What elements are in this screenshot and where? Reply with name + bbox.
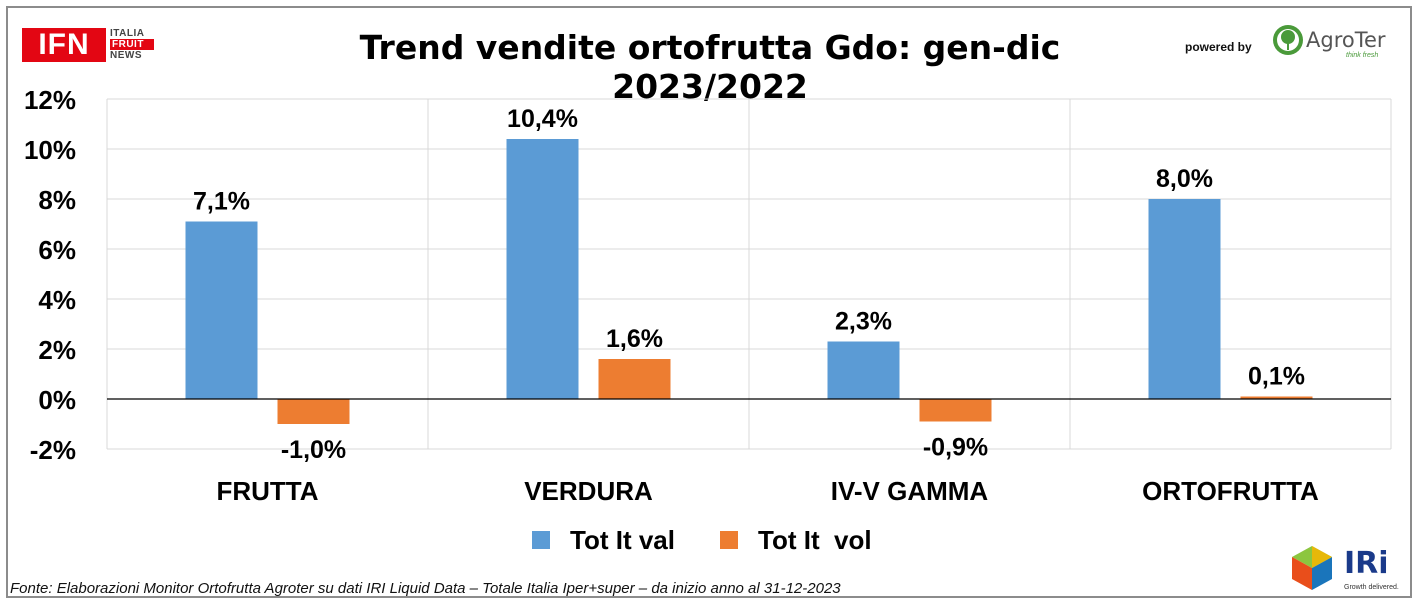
- legend-item-val: Tot It val: [532, 524, 675, 556]
- data-label-vol: -1,0%: [281, 436, 346, 464]
- data-label-val: 2,3%: [835, 308, 892, 336]
- category-label: VERDURA: [524, 476, 653, 506]
- y-tick-label: 12%: [24, 85, 76, 115]
- bar-val: [506, 139, 579, 399]
- y-tick-label: 0%: [38, 385, 76, 415]
- agroter-logo-tagline: think fresh: [1346, 52, 1379, 59]
- iri-logo-name: IRi: [1344, 546, 1389, 581]
- y-tick-label: -2%: [30, 435, 76, 465]
- bar-val: [1148, 199, 1221, 399]
- legend-swatch-val: [532, 531, 550, 549]
- data-label-val: 10,4%: [507, 105, 578, 133]
- category-label: ORTOFRUTTA: [1142, 476, 1319, 506]
- data-label-vol: 1,6%: [606, 325, 663, 353]
- data-labels: 7,1% 10,4% 2,3% 8,0% -1,0% 1,6% -0,9% 0,1%: [193, 105, 1305, 464]
- bar-vol: [919, 399, 992, 422]
- y-tick-label: 4%: [38, 285, 76, 315]
- grid-lines: [106, 98, 1392, 450]
- data-label-vol: -0,9%: [923, 434, 988, 462]
- ifn-logo-line1: ITALIA: [110, 28, 145, 39]
- y-tick-label: 6%: [38, 235, 76, 265]
- bar-val: [827, 341, 900, 399]
- tree-icon: [1273, 25, 1303, 55]
- iri-logo-tagline: Growth delivered.: [1344, 584, 1399, 591]
- category-label: FRUTTA: [216, 476, 318, 506]
- agroter-logo: AgroTer think fresh: [1272, 24, 1402, 64]
- y-tick-label: 10%: [24, 135, 76, 165]
- legend-swatch-vol: [720, 531, 738, 549]
- agroter-logo-name: AgroTer: [1306, 28, 1386, 52]
- bars: [185, 139, 1313, 424]
- bar-vol: [277, 399, 350, 424]
- data-label-vol: 0,1%: [1248, 363, 1305, 391]
- ifn-logo-line3: NEWS: [110, 50, 142, 61]
- legend-item-vol: Tot It vol: [720, 524, 872, 556]
- ifn-logo-mark: IFN: [22, 28, 106, 62]
- data-label-val: 7,1%: [193, 188, 250, 216]
- cube-icon: [1292, 546, 1332, 590]
- bar-val: [185, 221, 258, 399]
- iri-logo: IRi Growth delivered.: [1288, 544, 1408, 592]
- ifn-logo-line2: FRUIT: [110, 39, 154, 50]
- legend-label-vol: Tot It vol: [758, 524, 872, 555]
- data-label-val: 8,0%: [1156, 165, 1213, 193]
- legend-label-val: Tot It val: [570, 524, 675, 555]
- y-tick-label: 2%: [38, 335, 76, 365]
- bar-vol: [598, 359, 671, 399]
- axes: -2% 0% 2% 4% 6% 8% 10% 12% FRUTTA VERDURA IV-V GAM…: [24, 85, 1391, 506]
- powered-by-label: powered by: [1185, 40, 1252, 54]
- bar-vol: [1240, 396, 1313, 399]
- y-tick-label: 8%: [38, 185, 76, 215]
- source-note: Fonte: Elaborazioni Monitor Ortofrutta A…: [10, 580, 841, 597]
- category-label: IV-V GAMMA: [831, 476, 989, 506]
